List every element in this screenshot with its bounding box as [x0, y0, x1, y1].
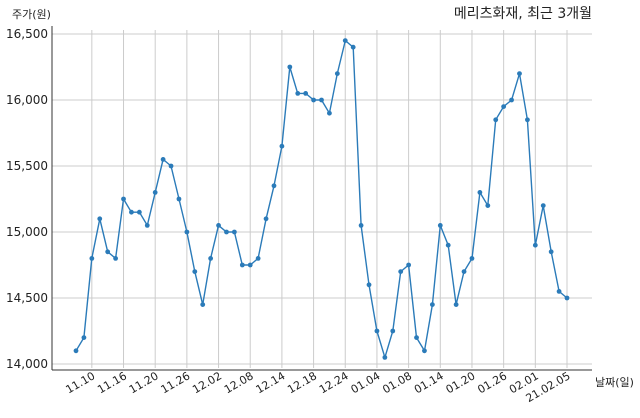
data-point — [216, 223, 221, 228]
data-point — [429, 302, 435, 307]
data-point — [287, 64, 293, 70]
data-point — [398, 269, 404, 274]
data-point — [121, 196, 126, 202]
data-point — [501, 104, 507, 109]
data-point — [342, 38, 348, 43]
chart-title: 메리츠화재, 최근 3개월 — [454, 6, 592, 22]
data-point — [469, 256, 475, 261]
data-point — [129, 209, 134, 215]
x-tick-label: 11.16 — [95, 369, 129, 396]
data-point — [97, 216, 103, 222]
x-tick-label: 12.02 — [190, 369, 224, 396]
data-point — [271, 183, 277, 189]
data-point — [445, 242, 451, 248]
data-point — [485, 203, 491, 209]
data-point — [105, 249, 111, 255]
data-point — [311, 97, 316, 103]
data-point — [152, 190, 158, 195]
data-point — [176, 196, 182, 202]
data-point — [390, 328, 396, 334]
data-point — [350, 44, 356, 50]
data-point — [382, 355, 388, 360]
data-point — [461, 269, 467, 274]
data-point — [247, 262, 253, 268]
y-tick-label: 14,500 — [6, 291, 48, 305]
data-point — [263, 216, 269, 222]
data-point — [231, 229, 237, 235]
data-point — [319, 97, 324, 103]
data-point — [493, 117, 499, 123]
x-tick-label: 01.04 — [349, 369, 383, 396]
y-tick-label: 15,500 — [6, 159, 48, 173]
data-point — [144, 223, 150, 228]
data-point — [334, 71, 340, 76]
series — [73, 38, 570, 360]
y-axis-label: 주가(원) — [12, 8, 51, 21]
x-tick-labels: 11.1011.1611.2011.2612.0212.0812.1412.18… — [64, 369, 573, 405]
x-tick-label: 12.14 — [254, 369, 288, 396]
data-point — [327, 110, 332, 116]
data-point — [113, 256, 118, 261]
data-point — [81, 335, 87, 340]
data-point — [89, 256, 95, 261]
y-tick-label: 14,000 — [6, 357, 48, 371]
data-point — [279, 143, 285, 149]
data-point — [509, 97, 514, 103]
x-tick-label: 01.08 — [380, 369, 414, 396]
x-tick-label: 12.08 — [222, 369, 256, 396]
data-point — [437, 223, 443, 228]
data-point — [532, 242, 538, 248]
data-point — [556, 289, 562, 294]
data-point — [224, 229, 229, 235]
data-point — [295, 91, 301, 96]
data-point — [414, 335, 419, 340]
data-point — [208, 256, 214, 261]
data-point — [73, 348, 79, 354]
x-tick-label: 01.26 — [475, 369, 509, 396]
x-tick-label: 01.14 — [412, 369, 446, 396]
x-tick-label: 11.26 — [159, 369, 193, 396]
y-tick-label: 15,000 — [6, 225, 48, 239]
x-axis-label: 날짜(일) — [595, 375, 634, 389]
data-point — [136, 209, 142, 215]
y-tick-label: 16,500 — [6, 27, 48, 41]
x-tick-label: 01.20 — [444, 369, 478, 396]
data-point — [303, 91, 309, 96]
data-point — [406, 262, 412, 268]
data-point — [255, 256, 261, 261]
x-tick-label: 11.10 — [64, 369, 98, 396]
data-point — [525, 117, 530, 123]
data-point — [192, 269, 198, 274]
data-point — [239, 262, 245, 268]
y-tick-labels: 14,000 14,500 15,000 15,500 16,000 16,500 — [6, 27, 48, 371]
grid — [52, 30, 592, 368]
y-tick-label: 16,000 — [6, 93, 48, 107]
data-point — [358, 223, 364, 228]
x-tick-label: 12.24 — [317, 369, 351, 396]
data-point — [564, 295, 570, 301]
axes — [51, 26, 592, 371]
data-point — [477, 190, 483, 195]
data-point — [517, 71, 522, 76]
data-point — [422, 348, 427, 354]
data-point — [453, 302, 459, 307]
data-point — [184, 229, 190, 235]
x-tick-label: 11.20 — [127, 369, 161, 396]
data-point — [168, 163, 174, 169]
x-tick-label: 12.18 — [285, 369, 319, 396]
data-point — [548, 249, 554, 255]
data-point — [200, 302, 206, 307]
data-point — [160, 157, 166, 162]
data-point — [366, 282, 372, 288]
data-point — [540, 203, 546, 209]
data-point — [374, 328, 380, 334]
series-line — [75, 39, 568, 360]
